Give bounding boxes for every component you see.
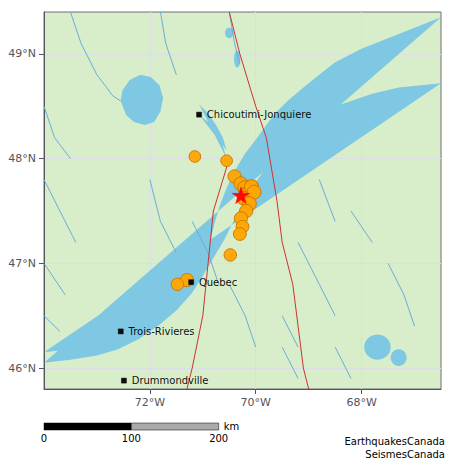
- svg-text:49°N: 49°N: [8, 47, 36, 60]
- svg-text:47°N: 47°N: [8, 257, 36, 270]
- svg-text:Chicoutimi-Jonquiere: Chicoutimi-Jonquiere: [207, 109, 312, 120]
- svg-text:100: 100: [122, 433, 141, 444]
- svg-text:72°W: 72°W: [135, 396, 165, 409]
- svg-text:46°N: 46°N: [8, 362, 36, 375]
- svg-text:Drummondville: Drummondville: [132, 375, 209, 386]
- svg-text:km: km: [224, 421, 240, 432]
- svg-text:68°W: 68°W: [346, 396, 376, 409]
- svg-text:0: 0: [41, 433, 47, 444]
- svg-text:Quebec: Quebec: [199, 277, 237, 288]
- svg-text:SeismesCanada: SeismesCanada: [365, 449, 445, 460]
- svg-text:Trois-Rivieres: Trois-Rivieres: [128, 326, 195, 337]
- svg-text:EarthquakesCanada: EarthquakesCanada: [345, 436, 445, 447]
- svg-text:48°N: 48°N: [8, 152, 36, 165]
- svg-text:200: 200: [209, 433, 228, 444]
- svg-text:70°W: 70°W: [241, 396, 271, 409]
